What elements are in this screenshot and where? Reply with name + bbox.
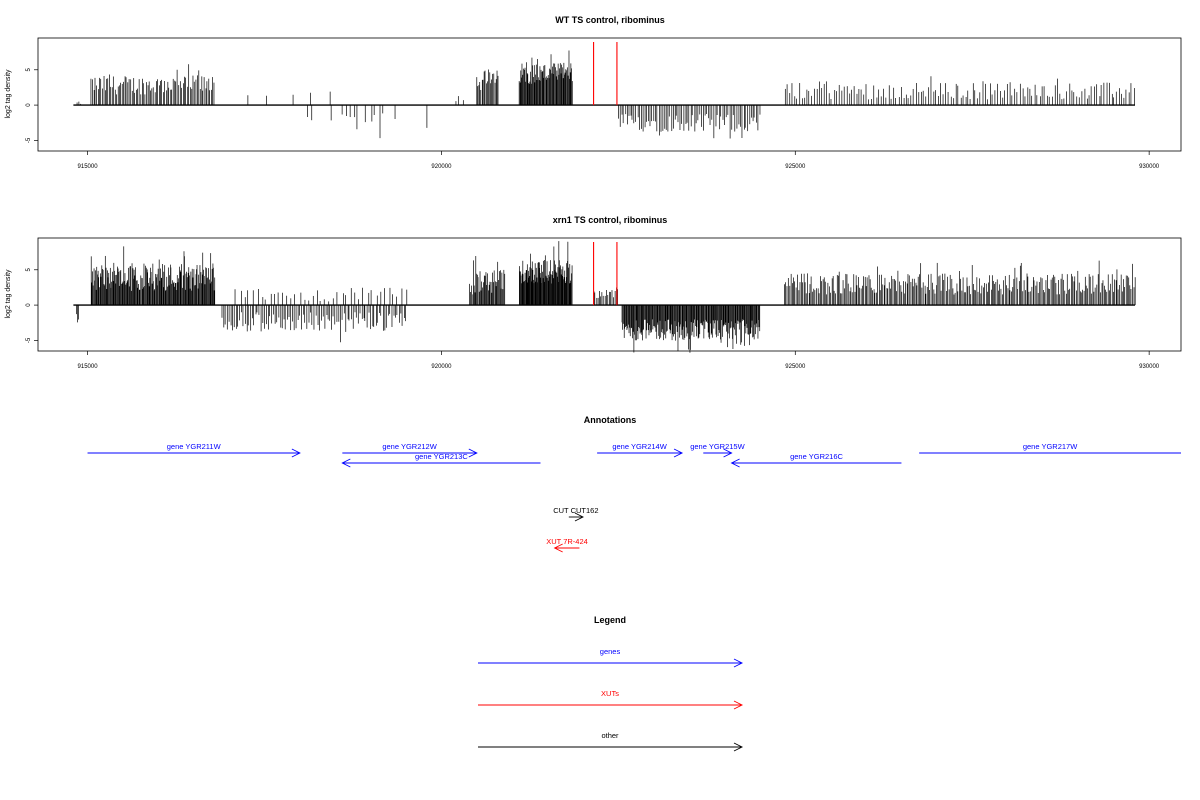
y-tick-label: 5	[26, 67, 32, 71]
feature-arrow: gene YGR213C	[341, 452, 541, 468]
feature-label: gene YGR213C	[415, 452, 468, 461]
arrow-head	[291, 448, 301, 458]
x-tick-label: 930000	[1139, 364, 1160, 370]
legend-item: XUTs	[478, 689, 744, 710]
arrow-head	[730, 458, 740, 468]
x-tick-label: 920000	[431, 364, 452, 370]
legend-arrow-head	[733, 742, 744, 752]
feature-arrow: gene YGR214W	[597, 442, 684, 458]
feature-arrow: gene YGR215W	[690, 442, 746, 458]
xrn1-track-panel: xrn1 TS control, ribominus log2 tag dens…	[5, 215, 1182, 370]
legend-arrow-head	[733, 700, 744, 710]
feature-label: gene YGR215W	[690, 442, 745, 451]
y-axis-label: log2 tag density	[5, 69, 12, 119]
x-tick-label: 925000	[785, 164, 806, 170]
plot-frame	[37, 37, 1182, 152]
axis-ticks: -5 0 5 915000 920000 925000 930000	[26, 67, 1160, 170]
legend-title: Legend	[594, 615, 626, 625]
feature-label: XUT 7R-424	[546, 537, 588, 546]
wt-track-panel: WT TS control, ribominus log2 tag densit…	[5, 15, 1182, 170]
y-tick-label: -5	[26, 337, 32, 343]
legend-label: other	[601, 731, 619, 740]
y-tick-label: -5	[26, 137, 32, 143]
x-tick-label: 930000	[1139, 164, 1160, 170]
tag-density-bars	[73, 42, 1136, 139]
feature-arrow: CUT CUT162	[553, 506, 599, 522]
feature-arrow: gene YGR217W	[919, 442, 1181, 454]
feature-arrow: gene YGR211W	[87, 442, 301, 458]
y-tick-label: 0	[26, 103, 32, 107]
feature-label: gene YGR214W	[612, 442, 667, 451]
legend-arrow-head	[733, 658, 744, 668]
arrow-head	[723, 448, 733, 458]
legend-item: other	[478, 731, 744, 752]
legend-items: genes XUTs other	[478, 647, 744, 752]
arrow-head	[553, 543, 563, 553]
panel-title: WT TS control, ribominus	[555, 15, 665, 25]
arrow-head	[468, 448, 478, 458]
arrow-head	[673, 448, 684, 458]
arrow-head	[574, 512, 584, 522]
legend-item: genes	[478, 647, 744, 668]
feature-label: gene YGR212W	[382, 442, 437, 451]
tag-density-bars	[73, 241, 1136, 353]
feature-label: gene YGR217W	[1023, 442, 1078, 451]
feature-label: CUT CUT162	[553, 506, 598, 515]
legend-panel: Legend genes XUTs other	[478, 615, 744, 752]
feature-arrow: gene YGR212W	[342, 442, 478, 458]
legend-label: XUTs	[601, 689, 619, 698]
y-axis-label: log2 tag density	[5, 269, 12, 319]
feature-arrow: gene YGR216C	[730, 452, 902, 468]
plot-frame	[37, 237, 1182, 352]
x-tick-label: 915000	[78, 364, 99, 370]
annotations-title: Annotations	[584, 415, 637, 425]
x-tick-label: 925000	[785, 364, 806, 370]
feature-label: gene YGR216C	[790, 452, 843, 461]
x-tick-label: 920000	[431, 164, 452, 170]
legend-label: genes	[600, 647, 621, 656]
feature-arrow: XUT 7R-424	[546, 537, 588, 553]
panel-title: xrn1 TS control, ribominus	[553, 215, 668, 225]
feature-label: gene YGR211W	[167, 442, 222, 451]
annotations-panel: Annotations gene YGR211W gene YGR212Wgene…	[87, 415, 1181, 553]
axis-ticks: -5 0 5 915000 920000 925000 930000	[26, 267, 1160, 370]
y-tick-label: 0	[26, 303, 32, 307]
y-tick-label: 5	[26, 267, 32, 271]
arrow-head	[341, 458, 351, 468]
x-tick-label: 915000	[78, 164, 99, 170]
